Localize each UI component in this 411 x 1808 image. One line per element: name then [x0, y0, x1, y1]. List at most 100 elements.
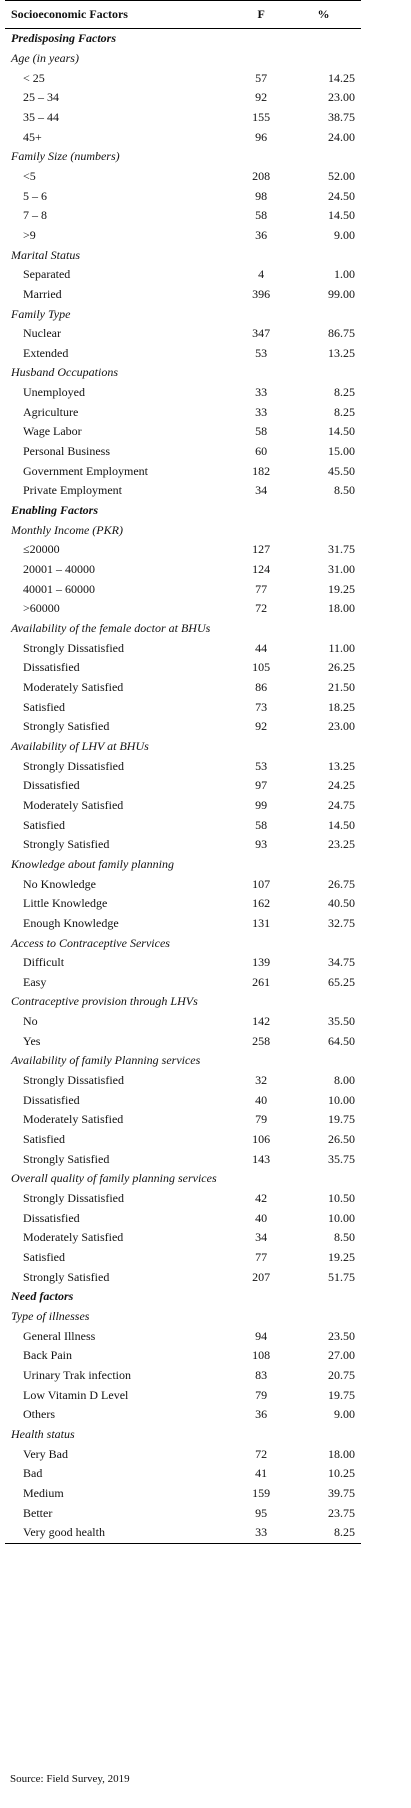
row-percent: 24.00	[328, 129, 355, 144]
table-row: Others 36 9.00	[5, 1405, 361, 1425]
row-percent: 24.50	[328, 188, 355, 203]
row-frequency: 106	[252, 1132, 271, 1147]
row-frequency: 34	[255, 483, 268, 498]
row-frequency: 142	[252, 1014, 271, 1029]
row-percent: 8.25	[334, 385, 355, 400]
row-percent	[292, 1169, 361, 1189]
subheading-row: Type of illnesses	[5, 1307, 361, 1327]
row-frequency: 77	[255, 581, 268, 596]
row-label: Agriculture	[23, 404, 79, 419]
table-row: Strongly Satisfied 92 23.00	[5, 717, 361, 737]
row-percent: 10.00	[328, 1210, 355, 1225]
socioeconomic-table: Socioeconomic Factors F % Predisposing F…	[5, 0, 361, 1544]
row-percent: 19.75	[328, 1387, 355, 1402]
row-label: 25 – 34	[23, 90, 59, 105]
row-percent	[292, 933, 361, 953]
row-label: 7 – 8	[23, 208, 47, 223]
row-label: Availability of family Planning services	[11, 1053, 201, 1068]
subheading-row: Access to Contraceptive Services	[5, 933, 361, 953]
table-row: Satisfied 106 26.50	[5, 1130, 361, 1150]
row-frequency: 139	[252, 955, 271, 970]
row-percent	[292, 619, 361, 639]
table-row: Difficult 139 34.75	[5, 953, 361, 973]
row-label: Moderately Satisfied	[23, 1230, 124, 1245]
row-label: Little Knowledge	[23, 896, 108, 911]
table-row: Separated 4 1.00	[5, 265, 361, 285]
row-percent: 65.25	[328, 974, 355, 989]
table-row: Dissatisfied 40 10.00	[5, 1208, 361, 1228]
section-row: Predisposing Factors	[5, 29, 361, 49]
row-percent: 99.00	[328, 286, 355, 301]
row-frequency: 105	[252, 660, 271, 675]
table-row: Easy 261 65.25	[5, 973, 361, 993]
subheading-row: Husband Occupations	[5, 363, 361, 383]
row-percent	[292, 29, 361, 49]
row-label: Family Size (numbers)	[11, 149, 120, 164]
row-percent: 20.75	[328, 1367, 355, 1382]
row-frequency: 79	[255, 1387, 268, 1402]
table-row: Satisfied 77 19.25	[5, 1248, 361, 1268]
row-label: Unemployed	[23, 385, 85, 400]
row-frequency: 4	[258, 267, 265, 282]
row-label: Dissatisfied	[23, 1092, 80, 1107]
table-row: Bad 41 10.25	[5, 1464, 361, 1484]
row-percent: 23.00	[328, 90, 355, 105]
row-frequency	[230, 933, 292, 953]
row-label: Satisfied	[23, 1132, 65, 1147]
row-percent: 26.75	[328, 876, 355, 891]
row-frequency: 44	[255, 640, 268, 655]
row-percent	[292, 1051, 361, 1071]
row-label: Difficult	[23, 955, 65, 970]
subheading-row: Health status	[5, 1425, 361, 1445]
row-label: Strongly Dissatisfied	[23, 1191, 124, 1206]
table-row: <5 208 52.00	[5, 167, 361, 187]
row-frequency: 73	[255, 699, 268, 714]
table-row: Back Pain 108 27.00	[5, 1346, 361, 1366]
row-label: Overall quality of family planning servi…	[11, 1171, 217, 1186]
subheading-row: Knowledge about family planning	[5, 855, 361, 875]
subheading-row: Age (in years)	[5, 49, 361, 69]
row-label: Type of illnesses	[11, 1308, 90, 1323]
row-label: >9	[23, 227, 36, 242]
header-frequency: F	[230, 0, 292, 29]
row-percent: 18.25	[328, 699, 355, 714]
row-frequency: 34	[255, 1230, 268, 1245]
table-row: Moderately Satisfied 79 19.75	[5, 1110, 361, 1130]
row-label: Separated	[23, 267, 71, 282]
row-frequency	[230, 992, 292, 1012]
row-label: 20001 – 40000	[23, 562, 95, 577]
row-percent: 23.25	[328, 837, 355, 852]
table-header-row: Socioeconomic Factors F %	[5, 0, 361, 29]
header-factors: Socioeconomic Factors	[5, 0, 231, 29]
row-frequency: 131	[252, 915, 271, 930]
row-percent: 9.00	[334, 227, 355, 242]
row-percent: 18.00	[328, 1446, 355, 1461]
row-frequency: 79	[255, 1112, 268, 1127]
table-row: Agriculture 33 8.25	[5, 402, 361, 422]
row-frequency	[230, 49, 292, 69]
row-frequency	[230, 304, 292, 324]
table-row: Enough Knowledge 131 32.75	[5, 914, 361, 934]
row-percent: 8.50	[334, 483, 355, 498]
row-frequency: 57	[255, 70, 268, 85]
table-row: ≤20000 127 31.75	[5, 540, 361, 560]
row-percent: 39.75	[328, 1485, 355, 1500]
row-frequency: 60	[255, 444, 268, 459]
row-label: Very Bad	[23, 1446, 68, 1461]
row-frequency: 107	[252, 876, 271, 891]
row-frequency: 86	[255, 679, 268, 694]
row-label: Back Pain	[23, 1348, 72, 1363]
row-frequency: 53	[255, 758, 268, 773]
subheading-row: Availability of the female doctor at BHU…	[5, 619, 361, 639]
source-note: Source: Field Survey, 2019	[10, 1773, 130, 1785]
row-percent: 14.50	[328, 208, 355, 223]
table-row: < 25 57 14.25	[5, 68, 361, 88]
row-label: Medium	[23, 1485, 64, 1500]
row-frequency: 53	[255, 345, 268, 360]
row-frequency: 58	[255, 817, 268, 832]
row-percent: 52.00	[328, 168, 355, 183]
row-percent: 23.00	[328, 719, 355, 734]
row-label: Easy	[23, 974, 47, 989]
table-row: 20001 – 40000 124 31.00	[5, 560, 361, 580]
table-row: >9 36 9.00	[5, 226, 361, 246]
